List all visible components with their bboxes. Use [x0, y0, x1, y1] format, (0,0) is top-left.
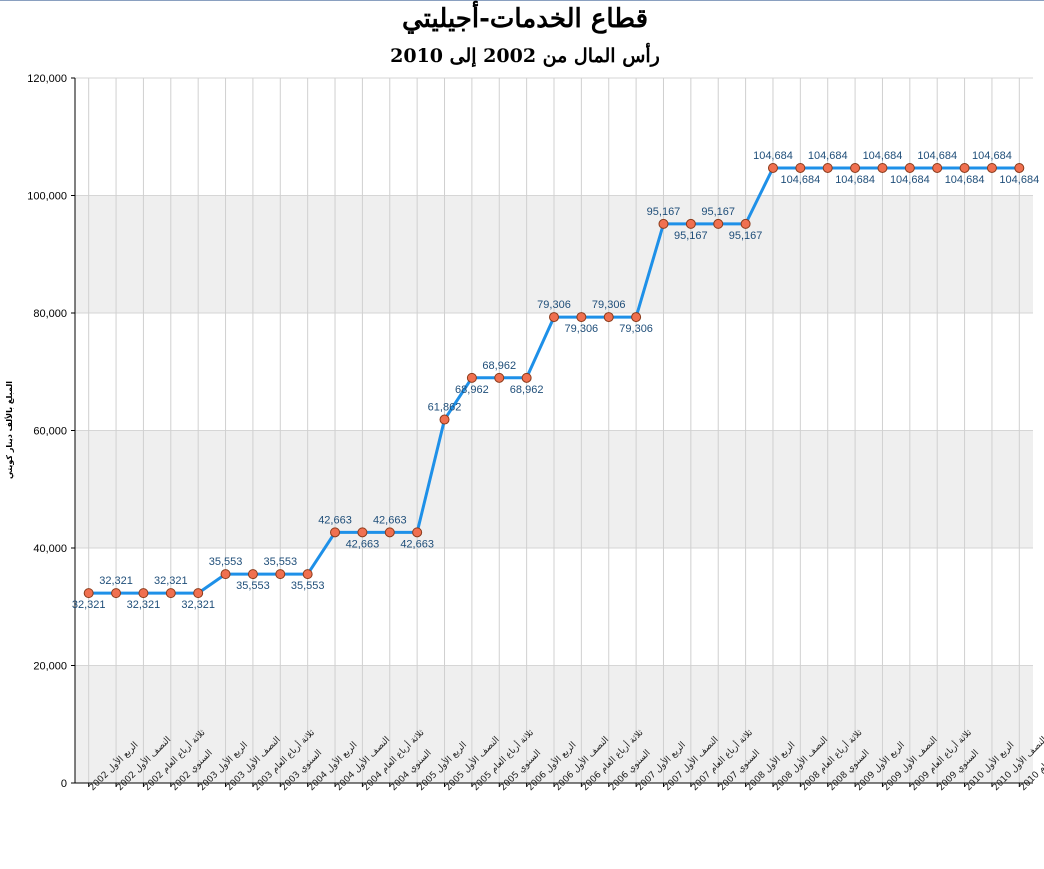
y-axis-ticks: 0 20,000 40,000 60,000 80,000 100,000 120,000: [27, 73, 75, 790]
data-label: 35,553: [236, 580, 270, 592]
data-label: 32,321: [154, 575, 188, 587]
data-point: [275, 569, 286, 580]
data-point: [631, 312, 642, 323]
data-point: [384, 527, 395, 538]
data-point: [83, 588, 94, 599]
data-label: 32,321: [127, 599, 161, 611]
data-label: 68,962: [455, 384, 489, 396]
data-label: 42,663: [318, 514, 352, 526]
data-point: [795, 162, 806, 173]
data-point: [412, 527, 423, 538]
y-tick-label: 0: [61, 778, 67, 790]
data-point: [138, 588, 149, 599]
data-label: 68,962: [510, 384, 544, 396]
data-point: [713, 218, 724, 229]
y-tick-label: 120,000: [27, 73, 67, 85]
y-tick-label: 60,000: [33, 426, 67, 438]
chart-title: قطاع الخدمات-أجيليتي: [402, 0, 648, 34]
data-label: 42,663: [346, 538, 380, 550]
data-label: 32,321: [99, 575, 133, 587]
data-point: [439, 414, 450, 425]
data-point: [603, 312, 614, 323]
data-point: [850, 162, 861, 173]
series-capital: [83, 162, 1025, 599]
data-label: 42,663: [400, 538, 434, 550]
data-point: [822, 162, 833, 173]
data-labels: 32,321 32,321 32,321 32,321 32,321 35,553 35,5…: [72, 150, 1039, 611]
data-point: [247, 569, 258, 580]
data-label: 104,684: [863, 150, 903, 162]
data-point: [658, 218, 669, 229]
data-point: [302, 569, 313, 580]
window-top-border: [0, 0, 1044, 1]
y-tick-label: 100,000: [27, 191, 67, 203]
data-point: [1014, 162, 1025, 173]
data-label: 35,553: [209, 556, 243, 568]
data-label: 35,553: [291, 580, 325, 592]
y-tick-label: 80,000: [33, 308, 67, 320]
data-label: 61,862: [428, 402, 462, 414]
y-tick-label: 20,000: [33, 661, 67, 673]
data-label: 104,684: [972, 150, 1012, 162]
chart-subtitle: رأس المال من 2002 إلى 2010: [390, 42, 660, 68]
data-label: 104,684: [780, 174, 820, 186]
data-point: [494, 372, 505, 383]
data-point: [549, 312, 559, 323]
data-label: 104,684: [835, 174, 875, 186]
data-label: 79,306: [592, 299, 626, 311]
data-point: [767, 162, 778, 173]
data-label: 95,167: [674, 230, 708, 242]
data-point: [986, 162, 997, 173]
data-point: [220, 569, 231, 580]
data-point: [357, 527, 368, 538]
data-label: 95,167: [729, 230, 763, 242]
vertical-gridlines: [88, 78, 1020, 783]
data-point: [877, 162, 888, 173]
data-point: [466, 372, 477, 383]
data-label: 79,306: [565, 323, 599, 335]
y-axis-label: المبلغ بالألف دينار كويتي: [4, 381, 14, 479]
data-point: [165, 588, 176, 599]
data-point: [576, 312, 587, 323]
data-label: 95,167: [701, 206, 735, 218]
data-label: 104,684: [753, 150, 793, 162]
data-label: 42,663: [373, 514, 407, 526]
data-point: [740, 218, 751, 229]
data-label: 95,167: [647, 206, 681, 218]
data-label: 79,306: [537, 299, 571, 311]
data-label: 104,684: [808, 150, 848, 162]
data-point: [932, 162, 943, 173]
data-label: 104,684: [945, 174, 985, 186]
data-point: [330, 527, 341, 538]
data-label: 104,684: [999, 174, 1039, 186]
data-label: 79,306: [619, 323, 653, 335]
data-label: 32,321: [72, 599, 106, 611]
data-label: 35,553: [263, 556, 297, 568]
data-label: 104,684: [917, 150, 957, 162]
data-label: 104,684: [890, 174, 930, 186]
data-point: [193, 588, 204, 599]
data-point: [685, 218, 696, 229]
data-point: [959, 162, 970, 173]
y-tick-label: 40,000: [33, 543, 67, 555]
data-point: [111, 588, 122, 599]
data-point: [521, 372, 532, 383]
data-label: 32,321: [181, 599, 215, 611]
data-label: 68,962: [482, 360, 516, 372]
data-point: [904, 162, 915, 173]
